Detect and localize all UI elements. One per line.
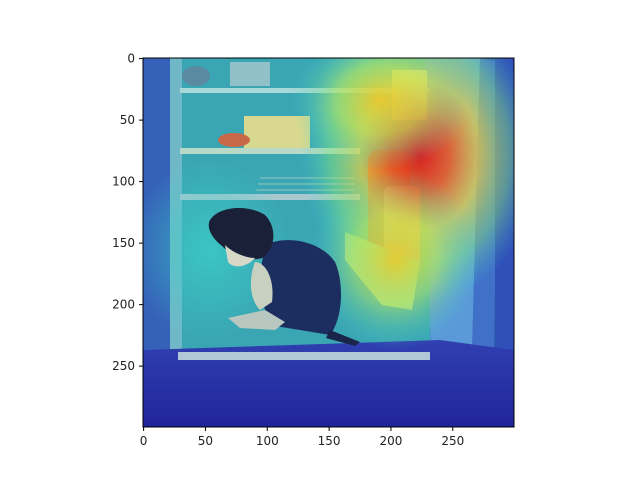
x-axis-ticks: 0 50 100 150 200 250 bbox=[140, 427, 464, 448]
shelf-middle bbox=[180, 148, 360, 154]
floor bbox=[143, 340, 514, 427]
dog-head bbox=[208, 208, 274, 260]
x-tick-label: 150 bbox=[318, 434, 341, 448]
y-tick-label: 0 bbox=[127, 52, 135, 66]
y-tick-label: 200 bbox=[112, 298, 135, 312]
top-shelf-container bbox=[230, 62, 270, 86]
x-tick-label: 100 bbox=[256, 434, 279, 448]
dog bbox=[208, 208, 360, 346]
dog-chest-white bbox=[250, 262, 273, 310]
photo-with-heatmap bbox=[143, 58, 514, 427]
heatmap-hotspot-top bbox=[290, 58, 470, 170]
y-tick-label: 150 bbox=[112, 236, 135, 250]
x-tick-label: 50 bbox=[198, 434, 213, 448]
top-shelf-item bbox=[182, 66, 210, 86]
red-item bbox=[218, 133, 250, 147]
y-tick-label: 250 bbox=[112, 359, 135, 373]
x-tick-label: 200 bbox=[379, 434, 402, 448]
x-tick-label: 250 bbox=[441, 434, 464, 448]
fridge-bottom-rim bbox=[178, 352, 430, 360]
y-axis-ticks: 0 50 100 150 200 250 bbox=[112, 52, 143, 373]
dog-tail bbox=[326, 330, 360, 346]
dog-body bbox=[260, 240, 342, 335]
y-tick-label: 100 bbox=[112, 175, 135, 189]
heatmap-hotspot-lower bbox=[310, 170, 480, 350]
x-tick-label: 0 bbox=[140, 434, 148, 448]
dog-face-white bbox=[225, 245, 255, 267]
axes-frame bbox=[142, 57, 515, 428]
y-tick-label: 50 bbox=[120, 113, 135, 127]
dog-legs bbox=[228, 310, 285, 330]
